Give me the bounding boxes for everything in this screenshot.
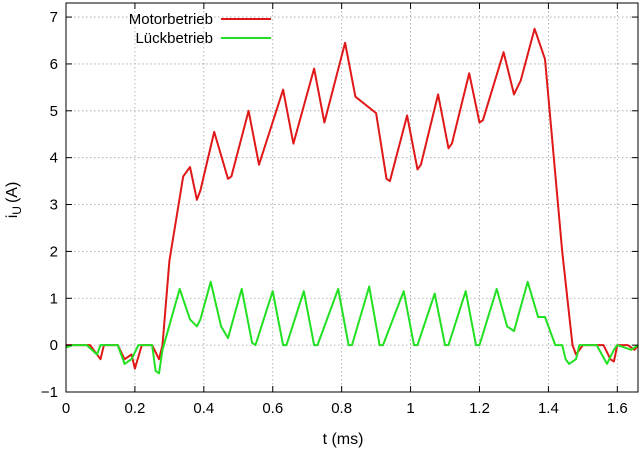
x-tick-label: 0.4	[193, 400, 214, 417]
legend-label-motorbetrieb: Motorbetrieb	[129, 11, 213, 28]
y-axis-label-unit: (A)	[4, 182, 21, 203]
x-tick-label: 1.6	[607, 400, 628, 417]
y-tick-label: 5	[50, 103, 58, 120]
x-tick-label: 0.2	[124, 400, 145, 417]
x-tick-label: 0.8	[331, 400, 352, 417]
y-tick-label: 6	[50, 56, 58, 73]
x-tick-label: 1	[406, 400, 414, 417]
x-tick-label: 0.6	[262, 400, 283, 417]
y-tick-label: 4	[50, 150, 58, 167]
y-axis-label: iU (A)	[4, 182, 24, 219]
y-tick-labels: −1 0 1 2 3 4 5 6 7	[41, 9, 58, 401]
y-tick-label: 1	[50, 290, 58, 307]
motorbetrieb-series-line	[66, 27, 639, 370]
x-tick-label: 1.2	[469, 400, 490, 417]
x-tick-label: 1.4	[538, 400, 559, 417]
tick-marks	[65, 3, 638, 393]
y-axis-label-main: i	[4, 215, 21, 219]
y-tick-label: −1	[41, 384, 58, 401]
grid	[66, 3, 638, 392]
legend-label-lueckbetrieb: Lückbetrieb	[135, 30, 213, 47]
plot-frame	[65, 2, 639, 393]
series-layer	[65, 27, 639, 375]
y-tick-label: 3	[50, 197, 58, 214]
y-tick-label: 0	[50, 337, 58, 354]
y-tick-label: 2	[50, 243, 58, 260]
x-tick-label: 0	[62, 400, 70, 417]
y-axis-label-subscript: U	[10, 206, 24, 215]
x-axis-label: t (ms)	[323, 431, 364, 448]
x-tick-labels: 0 0.2 0.4 0.6 0.8 1 1.2 1.4 1.6	[62, 400, 628, 417]
lueckbetrieb-series-line	[65, 280, 639, 375]
y-tick-label: 7	[50, 9, 58, 26]
legend: Motorbetrieb Lückbetrieb	[129, 11, 271, 47]
